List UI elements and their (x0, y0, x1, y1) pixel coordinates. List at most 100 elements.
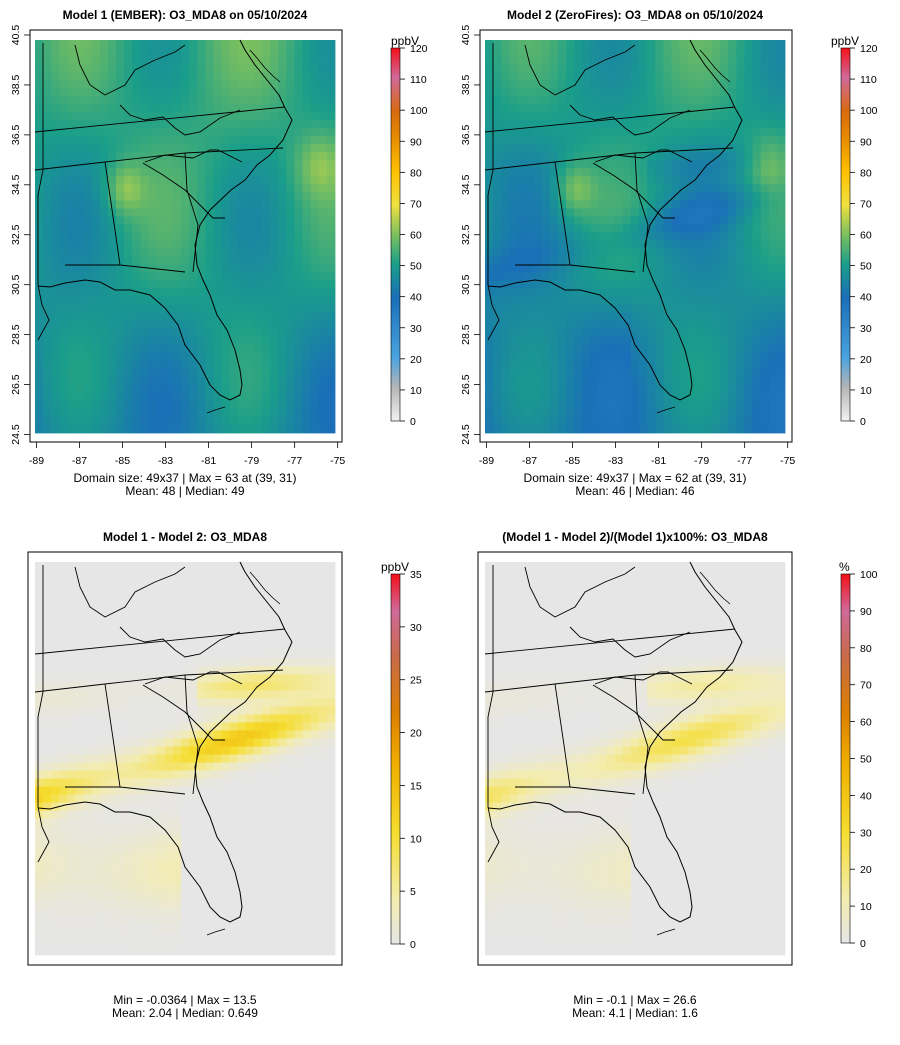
grid-cell (51, 64, 60, 73)
x-tick-label: -79 (244, 455, 259, 467)
grid-cell (326, 794, 336, 804)
grid-cell (107, 626, 117, 635)
grid-cell (622, 336, 632, 346)
grid-cell (116, 160, 125, 169)
grid-cell (598, 88, 608, 97)
grid-cell (132, 200, 141, 209)
grid-cell (83, 248, 93, 257)
grid-cell (574, 320, 583, 330)
grid-cell (124, 312, 133, 322)
grid-cell (533, 240, 543, 249)
grid-cell (156, 602, 166, 611)
grid-cell (509, 104, 518, 113)
grid-cell (533, 424, 543, 434)
grid-cell (302, 240, 312, 249)
grid-cell (310, 730, 320, 739)
grid-cell (116, 304, 125, 314)
grid-cell (253, 384, 263, 394)
grid-cell (75, 674, 85, 683)
grid-cell (768, 48, 778, 57)
grid-cell (286, 344, 295, 354)
grid-cell (132, 136, 141, 145)
grid-cell (35, 104, 44, 113)
grid-cell (148, 128, 158, 137)
grid-cell (229, 120, 239, 129)
grid-cell (574, 256, 583, 265)
grid-cell (221, 336, 230, 346)
grid-cell (180, 722, 190, 731)
grid-cell (318, 706, 328, 715)
grid-cell (278, 610, 287, 619)
grid-cell (245, 794, 255, 804)
grid-cell (124, 586, 133, 595)
grid-cell (221, 176, 230, 185)
grid-cell (622, 56, 632, 65)
grid-cell (91, 312, 101, 322)
grid-cell (278, 794, 287, 804)
grid-cell (574, 352, 583, 362)
grid-cell (156, 706, 166, 715)
grid-cell (598, 320, 608, 330)
grid-cell (172, 570, 182, 579)
grid-cell (318, 392, 328, 402)
grid-cell (294, 312, 303, 322)
y-axis-ticks: 24.526.528.530.532.534.536.538.540.5 (460, 25, 480, 445)
grid-cell (205, 224, 214, 233)
grid-cell (99, 112, 109, 121)
grid-cell (83, 120, 93, 129)
grid-cell (622, 408, 632, 418)
grid-cell (91, 698, 101, 707)
grid-cell (237, 320, 247, 330)
grid-cell (91, 408, 101, 418)
grid-cell (318, 794, 328, 804)
grid-cell (164, 200, 174, 209)
grid-cell (278, 248, 287, 257)
grid-cell (326, 408, 336, 418)
grid-cell (310, 256, 320, 265)
grid-cell (35, 120, 44, 129)
grid-cell (310, 618, 320, 627)
grid-cell (180, 392, 190, 402)
grid-cell (221, 770, 230, 779)
grid-cell (310, 570, 320, 579)
grid-cell (278, 392, 287, 402)
grid-cell (124, 80, 133, 89)
grid-cell (768, 40, 778, 49)
grid-cell (51, 288, 60, 298)
grid-cell (582, 200, 591, 209)
grid-cell (318, 104, 328, 113)
grid-cell (533, 320, 543, 330)
grid-cell (517, 312, 526, 322)
grid-cell (156, 360, 166, 370)
grid-cell (302, 384, 312, 394)
grid-cell (509, 152, 518, 161)
grid-cell (140, 416, 149, 426)
grid-cell (83, 168, 93, 177)
grid-cell (286, 408, 295, 418)
grid-cell (501, 200, 510, 209)
grid-cell (43, 128, 52, 137)
grid-cell (728, 88, 737, 97)
grid-cell (172, 642, 182, 651)
grid-cell (302, 280, 312, 290)
grid-cell (262, 192, 271, 201)
grid-cell (294, 144, 303, 153)
grid-cell (639, 248, 648, 257)
grid-cell (205, 746, 214, 755)
grid-cell (302, 352, 312, 362)
grid-cell (213, 786, 222, 795)
grid-cell (156, 794, 166, 804)
grid-cell (180, 794, 190, 804)
grid-cell (59, 128, 68, 137)
grid-cell (318, 80, 328, 89)
grid-cell (687, 264, 697, 273)
grid-cell (278, 698, 287, 707)
grid-cell (768, 56, 778, 65)
grid-cell (197, 248, 206, 257)
grid-cell (326, 152, 336, 161)
grid-cell (172, 578, 182, 587)
grid-cell (286, 224, 295, 233)
grid-cell (197, 610, 206, 619)
grid-cell (180, 216, 190, 225)
grid-cell (116, 682, 125, 691)
